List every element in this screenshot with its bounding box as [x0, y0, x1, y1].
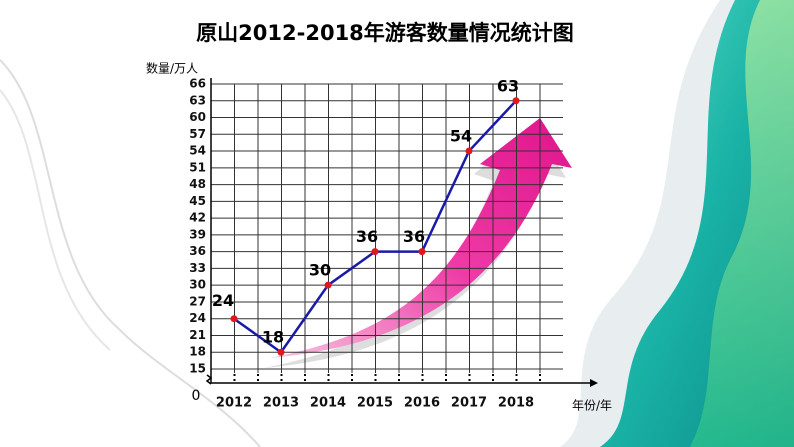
data-label: 63: [497, 76, 519, 95]
y-tick-label: 36: [189, 244, 206, 258]
y-tick-label: 39: [189, 227, 206, 241]
y-tick-label: 33: [189, 261, 206, 275]
x-axis-label: 年份/年: [572, 399, 612, 413]
y-tick-label: 15: [189, 362, 206, 376]
y-tick-label: 63: [189, 93, 206, 107]
y-tick-label: 66: [189, 77, 206, 91]
x-tick-label: 2017: [451, 396, 487, 411]
data-label: 54: [450, 127, 472, 146]
y-tick-label: 45: [189, 194, 206, 208]
marker: [465, 147, 473, 155]
data-label: 30: [309, 261, 331, 280]
y-tick-label: 57: [189, 127, 206, 141]
marker: [324, 281, 332, 289]
y-tick-label: 18: [189, 345, 206, 359]
chart-title: 原山2012-2018年游客数量情况统计图: [196, 21, 574, 45]
y-tick-label: 60: [189, 110, 206, 124]
y-tick-label: 48: [189, 177, 206, 191]
marker: [230, 315, 238, 323]
x-tick-label: 2014: [310, 396, 346, 411]
x-tick-label: 2018: [498, 396, 534, 411]
marker: [512, 97, 520, 105]
data-label: 18: [262, 328, 284, 347]
data-label: 36: [403, 227, 425, 246]
y-tick-label: 21: [189, 328, 206, 342]
y-tick-label: 30: [189, 278, 206, 292]
y-tick-label: 51: [189, 160, 206, 174]
y-axis-label: 数量/万人: [146, 61, 198, 76]
marker: [371, 248, 379, 256]
x-tick-label: 2015: [357, 396, 393, 411]
origin-label: 0: [192, 388, 201, 404]
x-tick-label: 2012: [216, 396, 252, 411]
y-tick-label: 24: [189, 311, 206, 325]
x-tick-label: 2013: [263, 396, 299, 411]
marker: [418, 248, 426, 256]
y-tick-label: 27: [189, 294, 206, 308]
axis-break: [205, 374, 213, 385]
data-label: 24: [212, 291, 234, 310]
y-tick-label: 42: [189, 211, 206, 225]
marker: [277, 348, 285, 356]
x-arrow: [590, 379, 598, 387]
x-tick-label: 2016: [404, 396, 440, 411]
data-label: 36: [356, 227, 378, 246]
y-tick-label: 54: [189, 144, 206, 158]
